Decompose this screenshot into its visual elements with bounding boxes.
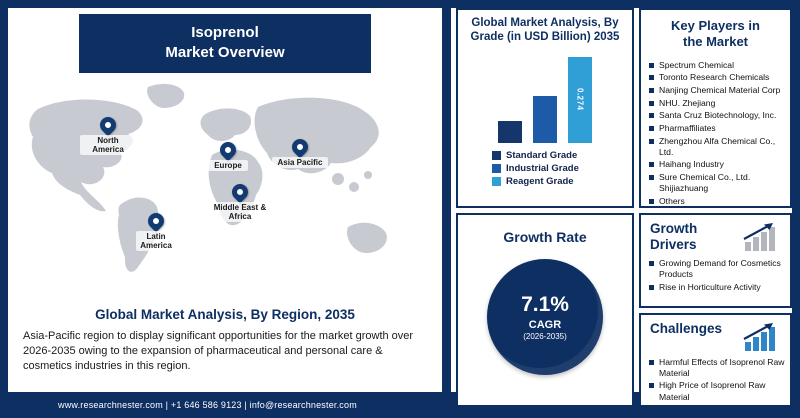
bar-value-label: 0.274	[575, 88, 585, 112]
map-label-asia-pacific: Asia Pacific	[272, 156, 328, 168]
bullet-square-icon	[649, 162, 654, 168]
challenge-item: High Price of Isoprenol Raw Material	[646, 380, 785, 402]
bullet-square-icon	[649, 284, 654, 290]
grade-bar-chart: 0.274	[462, 51, 628, 143]
vertical-divider	[442, 8, 451, 392]
grade-chart-panel: Global Market Analysis, By Grade (in USD…	[456, 8, 634, 208]
key-player-item: Others	[646, 196, 785, 206]
bullet-square-icon	[649, 62, 654, 68]
key-player-item: Santa Cruz Biotechnology, Inc.	[646, 110, 785, 121]
chart-legend: Standard Grade Industrial Grade Reagent …	[492, 150, 628, 187]
world-map: North America Europe Asia Pacific Middle…	[8, 75, 442, 299]
map-label-middle-east-africa: Middle East & Africa	[212, 201, 268, 222]
legend-item-industrial-grade: Industrial Grade	[492, 163, 628, 174]
growth-drivers-header: Growth Drivers	[646, 221, 785, 252]
growth-driver-item: Rise in Horticulture Activity	[646, 282, 785, 293]
legend-label-industrial: Industrial Grade	[506, 162, 579, 174]
right-grid: Global Market Analysis, By Grade (in USD…	[451, 8, 792, 408]
bullet-square-icon	[649, 383, 654, 389]
bullet-square-icon	[649, 87, 654, 93]
key-player-item: Zhengzhou Alfa Chemical Co., Ltd.	[646, 136, 785, 158]
growth-drivers-panel: Growth Drivers	[639, 213, 792, 308]
bar-standard-grade	[498, 120, 522, 143]
bullet-square-icon	[649, 175, 654, 181]
challenges-title: Challenges	[650, 320, 723, 336]
challenges-bars-icon	[743, 322, 775, 351]
key-player-item: Toronto Research Chemicals	[646, 72, 785, 83]
map-label-europe: Europe	[208, 159, 248, 171]
bullet-square-icon	[649, 359, 654, 365]
key-player-item: Nanjing Chemical Material Corp	[646, 85, 785, 96]
bullet-square-icon	[649, 113, 654, 119]
key-player-item: Haihang Industry	[646, 159, 785, 170]
map-label-north-america: North America	[80, 134, 136, 155]
page-title-line2: Market Overview	[165, 44, 285, 62]
page-title: Isoprenol Market Overview	[79, 14, 371, 73]
left-panel: Isoprenol Market Overview	[8, 8, 442, 392]
region-analysis-description: Asia-Pacific region to display significa…	[23, 329, 414, 372]
footer-bar: www.researchnester.com | +1 646 586 9123…	[0, 392, 800, 418]
key-players-panel: Key Players in the Market Spectrum Chemi…	[639, 8, 792, 208]
growth-rate-panel: Growth Rate 7.1% CAGR (2026-2035)	[456, 213, 634, 408]
key-player-item: Sure Chemical Co., Ltd. Shijiazhuang	[646, 172, 785, 194]
bullet-square-icon	[649, 198, 654, 204]
bullet-square-icon	[649, 125, 654, 131]
key-player-item: Spectrum Chemical	[646, 60, 785, 71]
key-players-title: Key Players in the Market	[671, 18, 760, 50]
bullet-square-icon	[649, 261, 654, 267]
world-map-graphic	[29, 83, 387, 272]
legend-label-reagent: Reagent Grade	[506, 175, 574, 187]
growth-drivers-list: Growing Demand for Cosmetics Products Ri…	[646, 258, 785, 293]
legend-swatch-reagent	[492, 176, 501, 186]
region-analysis-heading: Global Market Analysis, By Region, 2035	[95, 306, 355, 322]
grade-chart-title: Global Market Analysis, By Grade (in USD…	[470, 17, 620, 44]
cagr-value: 7.1%	[521, 293, 569, 316]
footer-contact-text: www.researchnester.com | +1 646 586 9123…	[58, 400, 357, 410]
key-player-item: Pharmaffiliates	[646, 123, 785, 134]
bar-industrial-grade	[533, 95, 557, 143]
bullet-square-icon	[649, 138, 654, 144]
challenges-list: Harmful Effects of Isoprenol Raw Materia…	[646, 357, 785, 403]
legend-swatch-industrial	[492, 163, 501, 173]
page-title-line1: Isoprenol	[191, 24, 259, 41]
legend-item-standard-grade: Standard Grade	[492, 150, 628, 161]
challenge-item: Harmful Effects of Isoprenol Raw Materia…	[646, 357, 785, 379]
key-player-item: NHU. Zhejiang	[646, 98, 785, 109]
growth-bars-icon	[743, 223, 775, 251]
cagr-label: CAGR	[528, 319, 562, 331]
bar-reagent-grade: 0.274	[568, 56, 592, 143]
map-label-latin-america: Latin America	[136, 230, 176, 251]
growth-driver-item: Growing Demand for Cosmetics Products	[646, 258, 785, 280]
growth-rate-title: Growth Rate	[503, 229, 587, 245]
legend-swatch-standard	[492, 150, 501, 160]
growth-rate-badge: 7.1% CAGR (2026-2035)	[487, 259, 603, 375]
growth-drivers-title: Growth Drivers	[650, 221, 698, 252]
legend-label-standard: Standard Grade	[506, 149, 578, 161]
bullet-square-icon	[649, 75, 654, 81]
legend-item-reagent-grade: Reagent Grade	[492, 176, 628, 187]
content-area: Isoprenol Market Overview	[8, 8, 792, 408]
cagr-period: (2026-2035)	[523, 332, 567, 341]
bullet-square-icon	[649, 100, 654, 106]
challenges-panel: Challenges H	[639, 312, 792, 408]
challenges-header: Challenges	[646, 321, 785, 351]
drivers-challenges-stack: Growth Drivers	[639, 213, 792, 408]
